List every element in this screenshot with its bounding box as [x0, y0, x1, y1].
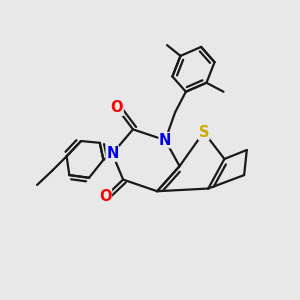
Text: S: S — [199, 124, 209, 140]
Text: N: N — [106, 146, 118, 161]
Text: O: O — [99, 189, 111, 204]
Text: O: O — [111, 100, 123, 116]
Text: N: N — [159, 133, 171, 148]
